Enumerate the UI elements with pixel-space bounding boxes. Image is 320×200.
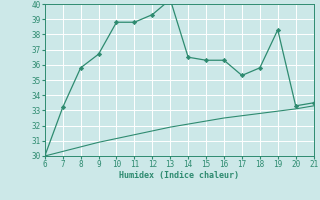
X-axis label: Humidex (Indice chaleur): Humidex (Indice chaleur) bbox=[119, 171, 239, 180]
